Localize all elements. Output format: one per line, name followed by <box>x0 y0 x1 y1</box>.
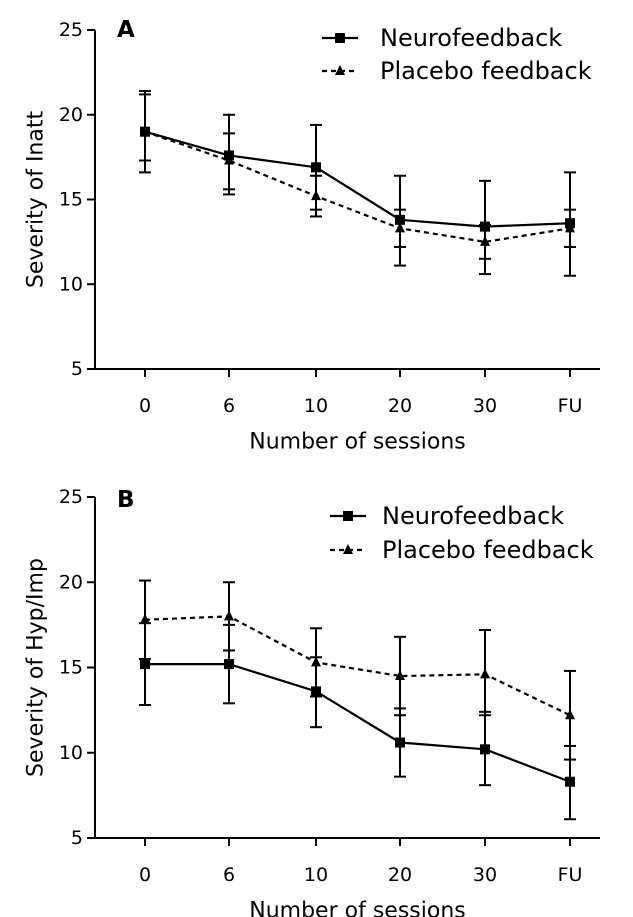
panel-b-y-tick-label: 20 <box>59 571 83 593</box>
panel-a-series-placebo-marker <box>224 154 234 165</box>
panel-a-y-axis-label: Severity of Inatt <box>24 111 49 289</box>
panel-b: B 5 10 15 20 25 0 6 10 20 30 FU Number of sessions Se… <box>24 486 600 917</box>
panel-a-series-neurofeedback-marker <box>311 162 321 173</box>
panel-b-x-tick-label: 30 <box>473 864 497 886</box>
panel-b-y-tick-label: 25 <box>59 486 83 508</box>
panel-b-series-neurofeedback-marker <box>395 737 405 748</box>
panel-a: A 5 10 15 20 25 0 6 10 20 30 FU Number of sessions Se… <box>24 17 600 455</box>
panel-a-legend-label: Placebo feedback <box>380 57 592 85</box>
panel-a-series-placebo-marker <box>480 235 490 246</box>
panel-a-series-placebo-marker <box>395 222 405 233</box>
panel-b-series-neurofeedback-marker <box>480 744 490 755</box>
panel-a-x-tick-label: FU <box>558 395 583 417</box>
panel-b-y-tick-label: 10 <box>59 742 83 764</box>
panel-a-y-tick-label: 20 <box>59 104 83 126</box>
panel-a-series-placebo <box>139 93 576 260</box>
panel-a-y-tick-label: 10 <box>59 273 83 295</box>
panel-b-series-placebo-marker <box>480 668 490 679</box>
panel-b-series-placebo-marker <box>224 610 234 621</box>
panel-b-y-axis-label: Severity of Hyp/Imp <box>24 558 49 777</box>
panel-b-series-neurofeedback-line <box>145 662 571 783</box>
panel-b-x-tick-label: 20 <box>388 864 412 886</box>
panel-b-series-placebo-marker <box>395 670 405 681</box>
panel-b-series-neurofeedback-marker <box>140 659 150 670</box>
panel-a-x-tick-label: 10 <box>304 395 328 417</box>
panel-a-legend-label: Neurofeedback <box>380 24 562 52</box>
panel-a-y-tick-label: 5 <box>71 358 83 380</box>
panel-b-y-tick-label: 5 <box>71 827 83 849</box>
panel-a-x-tick-label: 0 <box>139 395 151 417</box>
panel-a-legend-marker <box>335 65 345 75</box>
panel-b-x-tick-label: 10 <box>304 864 328 886</box>
panel-a-series-neurofeedback-line <box>144 130 571 228</box>
panel-b-series-placebo-line <box>144 615 571 717</box>
panel-a-legend-marker <box>335 33 345 43</box>
panel-b-x-tick-label: 6 <box>223 864 235 886</box>
panel-a-series-placebo-line <box>144 130 571 243</box>
panel-a-series-placebo-marker <box>140 125 150 136</box>
panel-b-series-placebo <box>139 579 576 761</box>
panel-a-series-placebo-marker <box>311 190 321 201</box>
panel-b-legend-marker <box>343 511 353 521</box>
panel-a-x-axis-label: Number of sessions <box>249 430 465 455</box>
panel-b-legend-marker <box>343 544 353 554</box>
panel-a-y-tick-label: 25 <box>59 19 83 41</box>
panel-b-series-neurofeedback-marker <box>224 659 234 670</box>
panel-b-series-neurofeedback <box>139 622 576 821</box>
panel-b-x-tick-label: 0 <box>139 864 151 886</box>
panel-b-letter: B <box>117 487 135 513</box>
panel-a-x-tick-label: 30 <box>473 395 497 417</box>
panel-b-series-neurofeedback-marker <box>565 776 575 787</box>
panel-b-series-placebo-marker <box>565 709 575 720</box>
panel-a-y-tick-label: 15 <box>59 189 83 211</box>
panel-b-x-axis-label: Number of sessions <box>249 899 465 917</box>
panel-a-x-tick-label: 20 <box>388 395 412 417</box>
panel-b-series-placebo-marker <box>140 613 150 624</box>
panel-b-x-tick-label: FU <box>558 864 583 886</box>
panel-b-y-tick-label: 15 <box>59 657 83 679</box>
panel-b-legend-label: Neurofeedback <box>382 502 564 530</box>
panel-a-series-placebo-marker <box>565 222 575 233</box>
panel-a-letter: A <box>117 17 135 43</box>
panel-a-x-tick-label: 6 <box>223 395 235 417</box>
panel-b-series-placebo-marker <box>311 656 321 667</box>
panel-a-series-neurofeedback <box>139 90 576 277</box>
panel-b-legend-label: Placebo feedback <box>382 536 594 564</box>
